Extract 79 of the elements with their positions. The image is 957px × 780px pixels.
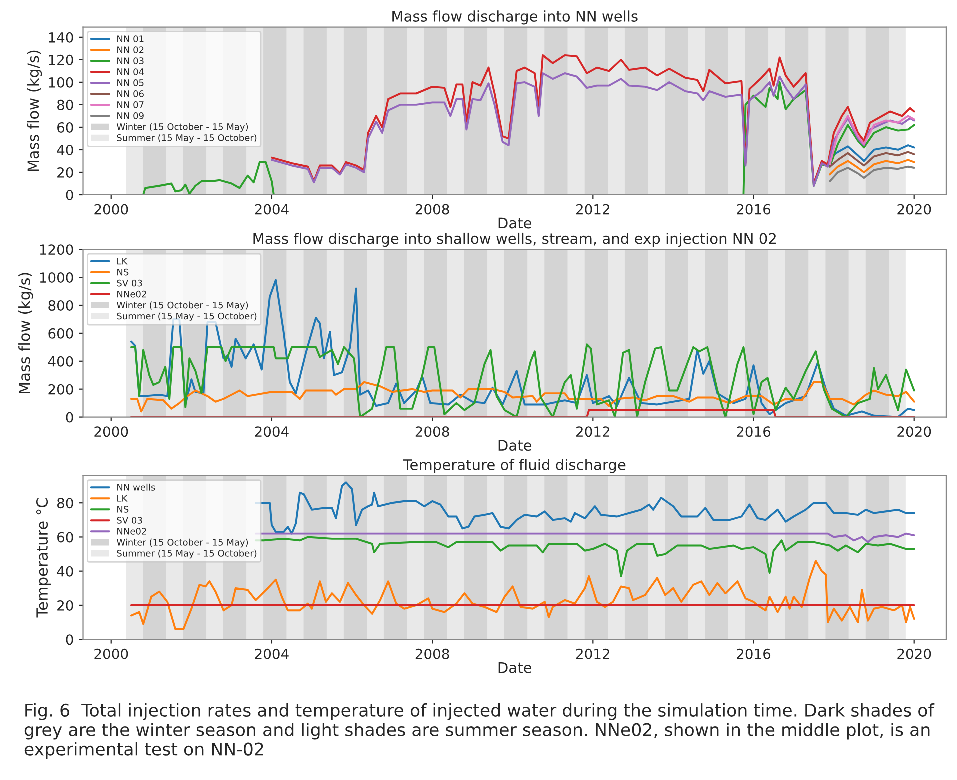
x-tick-label: 2012 xyxy=(576,426,610,438)
x-axis-title: Date xyxy=(498,662,532,674)
y-tick-label: 120 xyxy=(49,54,74,66)
line-series xyxy=(130,560,916,630)
x-tick-label: 2000 xyxy=(94,204,128,215)
x-tick-label: 2016 xyxy=(737,648,771,660)
x-axis-title: Date xyxy=(498,440,532,452)
chart-title: Mass flow discharge into shallow wells, stream, and exp injection NN 02 xyxy=(254,232,776,248)
y-tick-label: 200 xyxy=(48,384,74,395)
legend-label: SV 03 xyxy=(117,280,142,287)
legend-label: NN 06 xyxy=(118,90,144,98)
legend-label: NN 09 xyxy=(118,112,144,120)
y-tick-label: 40 xyxy=(57,566,74,577)
legend-label: LK xyxy=(118,495,128,502)
legend-label: SV 03 xyxy=(117,517,142,524)
legend-label: NS xyxy=(118,506,129,513)
y-tick-label: 20 xyxy=(58,167,74,178)
x-tick-label: 2008 xyxy=(416,204,450,215)
x-tick-label: 2012 xyxy=(576,204,610,215)
y-tick-label: 80 xyxy=(58,498,74,509)
y-tick-label: 1200 xyxy=(40,244,74,256)
legend-label: NN 03 xyxy=(118,58,144,64)
chart-title: Temperature of fluid discharge xyxy=(403,459,626,474)
y-tick-label: 20 xyxy=(58,600,74,611)
caption: Fig. 6 Total injection rates and temperature of injected water during the simulation time. Dark shades of grey are the winter season and light shades are summer season. NNe02, shown in the middle plot, is an experimental test on NN-02 xyxy=(24,704,935,760)
y-tick-label: 60 xyxy=(58,122,74,133)
band-label: Winter (15 October - 15 May) xyxy=(116,302,248,310)
y-tick-label: 80 xyxy=(58,100,74,110)
y-tick-label: 0 xyxy=(66,190,74,200)
y-tick-label: 60 xyxy=(58,532,74,543)
line-series xyxy=(829,151,916,168)
line-series xyxy=(829,166,916,182)
line-series xyxy=(270,72,916,187)
x-tick-label: 2012 xyxy=(576,648,610,660)
x-tick-label: 2000 xyxy=(94,648,128,660)
band-label: Summer (15 May - 15 October) xyxy=(117,312,257,322)
x-tick-label: 2004 xyxy=(255,648,289,660)
legend-label: NN 05 xyxy=(118,80,144,86)
x-tick-label: 2020 xyxy=(898,426,932,438)
x-tick-label: 2016 xyxy=(737,204,771,215)
x-tick-label: 2008 xyxy=(416,648,450,660)
y-tick-label: 40 xyxy=(57,144,74,156)
y-tick-label: 1000 xyxy=(40,272,74,284)
legend-label: NN 01 xyxy=(118,36,144,42)
legend-label: NN wells xyxy=(118,484,156,491)
y-tick-label: 140 xyxy=(49,32,74,43)
y-tick-label: 600 xyxy=(48,328,74,339)
y-axis-title: Temperature °C xyxy=(36,498,51,618)
legend-label: NS xyxy=(118,268,129,276)
chart-title: Mass flow discharge into NN wells xyxy=(392,10,638,25)
y-tick-label: 400 xyxy=(48,356,74,367)
legend-label: NN 04 xyxy=(118,68,144,76)
legend-label: NNe02 xyxy=(118,528,146,535)
line-series xyxy=(829,159,916,176)
y-axis-title: Mass flow (kg/s) xyxy=(27,50,42,172)
y-tick-label: 100 xyxy=(49,77,74,88)
legend-label: LK xyxy=(118,258,128,265)
y-tick-label: 800 xyxy=(48,300,74,311)
x-tick-label: 2020 xyxy=(898,648,932,660)
band-label: Winter (15 October - 15 May) xyxy=(116,123,248,132)
x-tick-label: 2000 xyxy=(94,426,128,438)
x-tick-label: 2008 xyxy=(416,426,450,438)
y-axis-title: Mass flow (kg/s) xyxy=(18,273,34,394)
x-tick-label: 2020 xyxy=(898,204,932,215)
y-tick-label: 0 xyxy=(66,412,74,423)
line-series xyxy=(130,381,916,413)
band-label: Winter (15 October - 15 May) xyxy=(116,538,248,548)
x-tick-label: 2004 xyxy=(255,426,289,438)
x-tick-label: 2004 xyxy=(255,204,289,215)
y-tick-label: 0 xyxy=(66,634,74,646)
x-axis-title: Date xyxy=(498,218,532,229)
line-series xyxy=(829,115,916,166)
x-tick-label: 2016 xyxy=(737,426,771,438)
legend-label: NN 02 xyxy=(118,46,144,54)
line-series xyxy=(130,344,916,418)
band-label: Summer (15 May - 15 October) xyxy=(117,550,257,559)
band-label: Summer (15 May - 15 October) xyxy=(117,134,257,144)
legend-label: NN 07 xyxy=(118,102,144,108)
legend-label: NNe02 xyxy=(118,290,146,298)
